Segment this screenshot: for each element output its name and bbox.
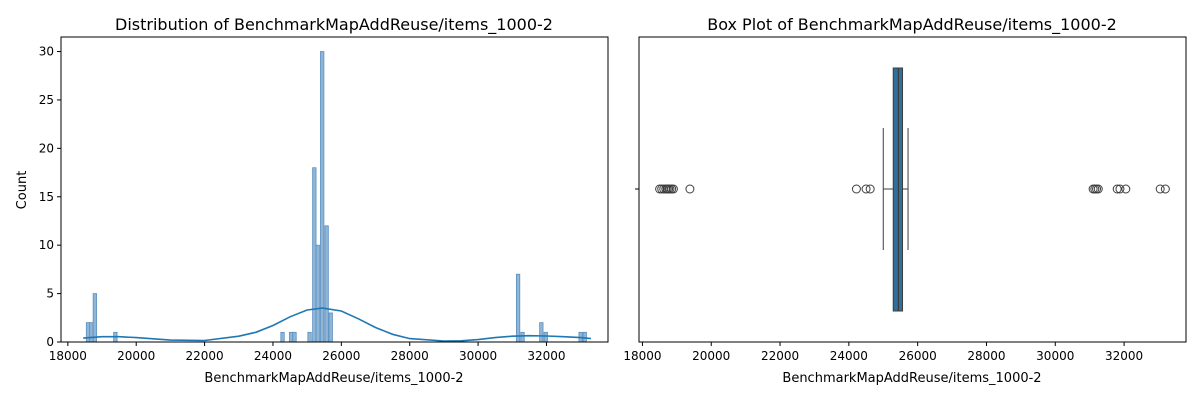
x-tick-label: 28000 — [967, 349, 1005, 363]
histogram-bar — [324, 225, 329, 343]
histogram-frame — [60, 36, 609, 343]
x-tick-label: 18000 — [49, 349, 87, 363]
outlier-point — [1155, 184, 1165, 194]
x-tick-label: 26000 — [322, 349, 360, 363]
x-tick-label: 26000 — [899, 349, 937, 363]
outlier-point — [1160, 184, 1170, 194]
x-tick-label: 20000 — [692, 349, 730, 363]
histogram-bar — [543, 331, 548, 343]
histogram-bar — [292, 331, 297, 343]
histogram-bar — [288, 331, 294, 343]
outlier-point — [685, 184, 695, 194]
histogram-bar — [85, 322, 91, 343]
histogram-bar — [89, 322, 94, 343]
histogram-bar — [539, 322, 544, 343]
outlier-point — [1093, 184, 1103, 194]
x-tick-label: 32000 — [527, 349, 565, 363]
outlier-point — [851, 184, 861, 194]
histogram-bar — [307, 331, 312, 343]
y-tick-label: 15 — [39, 190, 54, 204]
x-tick-label: 32000 — [1105, 349, 1143, 363]
histogram-y-label: Count — [15, 171, 30, 210]
histogram-bar — [515, 273, 521, 343]
histogram-axes: 18000 20000 22000 24000 26000 28000 30000 32000… — [39, 45, 566, 363]
boxplot-panel: Box Plot of BenchmarkMapAddReuse/items_1… — [623, 15, 1187, 386]
outlier-point — [1112, 184, 1122, 194]
y-tick-label: 30 — [39, 45, 54, 59]
boxplot-outliers — [655, 184, 1170, 194]
outlier-point — [861, 184, 871, 194]
y-tick-label: 5 — [46, 287, 54, 301]
histogram-bar — [520, 331, 525, 343]
x-tick-label: 20000 — [117, 349, 155, 363]
outlier-point — [865, 184, 875, 194]
histogram-bar — [312, 167, 317, 343]
x-tick-label: 22000 — [185, 349, 223, 363]
histogram-bar — [328, 312, 333, 343]
boxplot-body — [882, 67, 909, 312]
y-tick-label: 25 — [39, 93, 54, 107]
y-tick-label: 20 — [39, 141, 54, 155]
x-tick-label: 22000 — [761, 349, 799, 363]
histogram-bar — [92, 293, 97, 343]
x-tick-label: 28000 — [391, 349, 429, 363]
kde-curve — [83, 307, 591, 342]
x-tick-label: 18000 — [623, 349, 661, 363]
boxplot-axes: 18000 20000 22000 24000 26000 28000 30000 32000 — [623, 188, 1143, 363]
boxplot-title: Box Plot of BenchmarkMapAddReuse/items_1… — [707, 15, 1117, 35]
boxplot-x-label: BenchmarkMapAddReuse/items_1000-2 — [782, 371, 1041, 386]
x-tick-label: 30000 — [1036, 349, 1074, 363]
y-tick-label: 0 — [46, 335, 54, 349]
histogram-title: Distribution of BenchmarkMapAddReuse/ite… — [115, 15, 553, 35]
outlier-point — [1121, 184, 1131, 194]
x-tick-label: 30000 — [459, 349, 497, 363]
histogram-bar — [315, 244, 320, 343]
histogram-bar — [280, 331, 285, 343]
x-tick-label: 24000 — [254, 349, 292, 363]
y-tick-label: 10 — [39, 238, 54, 252]
histogram-bar — [320, 51, 325, 343]
outlier-point — [668, 184, 678, 194]
histogram-bars — [85, 51, 587, 343]
outlier-point — [1115, 184, 1125, 194]
histogram-panel: Distribution of BenchmarkMapAddReuse/ite… — [15, 15, 609, 386]
boxplot-frame — [638, 36, 1187, 343]
histogram-x-label: BenchmarkMapAddReuse/items_1000-2 — [204, 371, 463, 386]
x-tick-label: 24000 — [830, 349, 868, 363]
